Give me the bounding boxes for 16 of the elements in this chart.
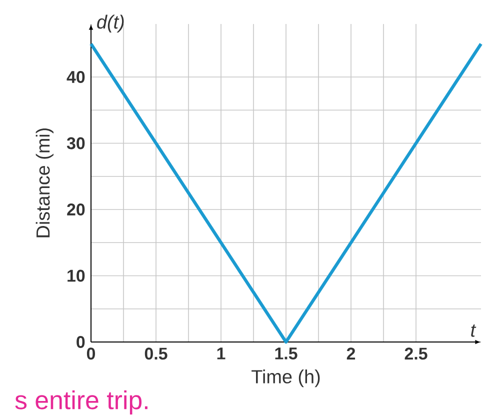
x-tick-label: 1 xyxy=(217,348,226,360)
text: s entire trip. xyxy=(15,390,148,414)
x-axis-title: Time (h) xyxy=(252,370,320,388)
y-tick-label: 40 xyxy=(66,71,85,83)
annotation: d(t) xyxy=(97,14,124,32)
x-tick-label: 2 xyxy=(346,348,356,360)
y-tick-label: 20 xyxy=(67,204,85,216)
x-tick-label: 2.5 xyxy=(404,348,428,360)
x-tick-label: 1.5 xyxy=(275,348,298,360)
y-tick-label: 30 xyxy=(66,137,85,150)
annotation: t xyxy=(471,324,476,337)
y-axis-title: Distance (mi) xyxy=(36,128,54,238)
x-tick-label: 0.5 xyxy=(144,348,168,360)
y-tick-label: 10 xyxy=(68,270,85,282)
x-tick-label: 0 xyxy=(86,348,96,360)
y-tick-label: 0 xyxy=(76,336,85,348)
